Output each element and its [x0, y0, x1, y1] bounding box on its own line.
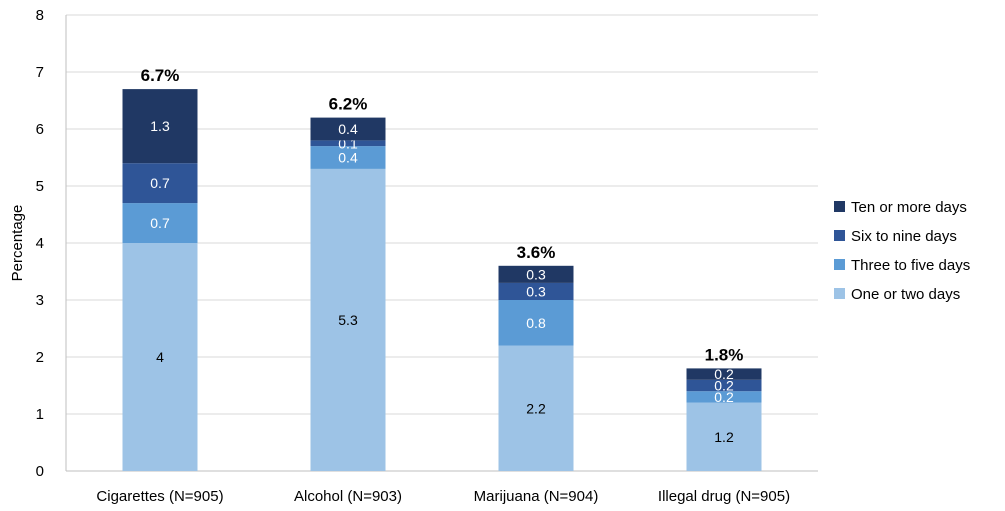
data-label: 0.3 [526, 266, 546, 282]
bar-segment [122, 243, 198, 471]
bar-segment [498, 345, 574, 471]
legend-swatch [834, 288, 845, 299]
x-category-label: Alcohol (N=903) [294, 488, 402, 505]
data-label: 2.2 [526, 400, 546, 416]
total-label: 3.6% [517, 243, 556, 262]
legend-swatch [834, 201, 845, 212]
y-tick-label: 3 [36, 292, 44, 309]
data-label: 0.3 [526, 283, 546, 299]
total-label: 1.8% [705, 345, 744, 364]
x-category-label: Cigarettes (N=905) [96, 488, 223, 505]
bar-segment [310, 146, 386, 169]
total-label: 6.2% [329, 95, 368, 114]
bar-segment [686, 368, 762, 380]
data-label: 0.7 [150, 175, 170, 191]
legend-swatch [834, 259, 845, 270]
bar-segment [310, 117, 386, 141]
bar-segment [310, 168, 386, 471]
y-axis-ticks: 0 1 2 3 4 5 6 7 8 [36, 7, 44, 480]
x-category-label: Illegal drug (N=905) [658, 488, 790, 505]
bar-segment [122, 163, 198, 204]
data-label: 0.2 [714, 389, 734, 405]
data-label: 1.2 [714, 429, 734, 445]
y-axis-label: Percentage [9, 205, 26, 282]
bar-segment [498, 265, 574, 283]
legend: Ten or more days Six to nine days Three to… [834, 199, 970, 303]
bar-segment [498, 282, 574, 300]
total-label: 6.7% [141, 66, 180, 85]
data-label: 0.2 [714, 366, 734, 382]
data-label: 0.7 [150, 215, 170, 231]
data-label: 0.2 [714, 378, 734, 394]
y-tick-label: 2 [36, 349, 44, 366]
bar-segment [122, 89, 198, 164]
data-label: 5.3 [338, 312, 358, 328]
data-label: 0.8 [526, 315, 546, 331]
bar-segment [310, 140, 386, 147]
y-tick-label: 1 [36, 406, 44, 423]
bars: 40.70.71.36.7%5.30.40.10.46.2%2.20.80.30… [122, 66, 762, 471]
legend-label: Six to nine days [851, 228, 957, 245]
bar-segment [122, 203, 198, 243]
y-tick-label: 0 [36, 463, 44, 480]
data-label: 4 [156, 349, 164, 365]
y-tick-label: 8 [36, 7, 44, 24]
bar-segment [686, 379, 762, 392]
bar-segment [498, 300, 574, 346]
y-tick-label: 5 [36, 178, 44, 195]
data-label: 0.4 [338, 150, 358, 166]
bar-segment [686, 391, 762, 403]
x-axis-categories: Cigarettes (N=905) Alcohol (N=903) Marijua… [96, 488, 790, 505]
y-tick-label: 6 [36, 121, 44, 138]
legend-label: One or two days [851, 286, 960, 303]
legend-swatch [834, 230, 845, 241]
x-category-label: Marijuana (N=904) [474, 488, 599, 505]
data-label: 0.4 [338, 121, 358, 137]
y-tick-label: 4 [36, 235, 44, 252]
legend-label: Ten or more days [851, 199, 967, 216]
data-label: 1.3 [150, 118, 170, 134]
legend-label: Three to five days [851, 257, 970, 274]
y-tick-label: 7 [36, 64, 44, 81]
bar-segment [686, 402, 762, 471]
